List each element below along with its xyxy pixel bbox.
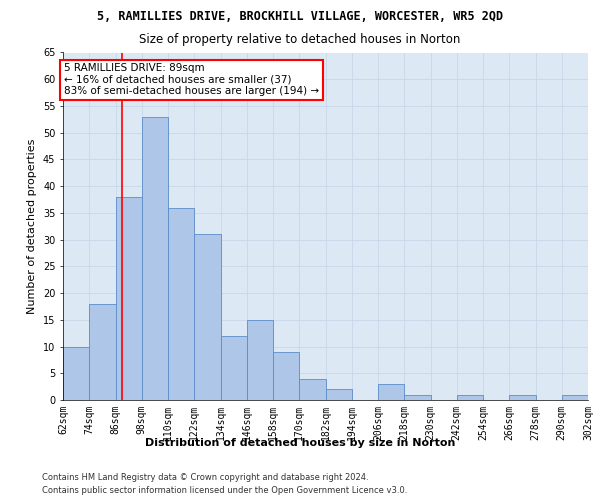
Bar <box>509 394 536 400</box>
Bar <box>404 394 431 400</box>
Bar <box>89 304 116 400</box>
Bar <box>63 346 89 400</box>
Text: Contains public sector information licensed under the Open Government Licence v3: Contains public sector information licen… <box>42 486 407 495</box>
Text: Contains HM Land Registry data © Crown copyright and database right 2024.: Contains HM Land Registry data © Crown c… <box>42 472 368 482</box>
Bar <box>116 197 142 400</box>
Bar <box>378 384 404 400</box>
Bar <box>142 116 168 400</box>
Bar <box>457 394 483 400</box>
Bar <box>168 208 194 400</box>
Bar <box>194 234 221 400</box>
Text: 5 RAMILLIES DRIVE: 89sqm
← 16% of detached houses are smaller (37)
83% of semi-d: 5 RAMILLIES DRIVE: 89sqm ← 16% of detach… <box>64 63 319 96</box>
Bar <box>562 394 588 400</box>
Text: Size of property relative to detached houses in Norton: Size of property relative to detached ho… <box>139 32 461 46</box>
Bar <box>221 336 247 400</box>
Bar <box>273 352 299 400</box>
Bar <box>247 320 273 400</box>
Bar <box>325 390 352 400</box>
Bar <box>299 378 325 400</box>
Text: 5, RAMILLIES DRIVE, BROCKHILL VILLAGE, WORCESTER, WR5 2QD: 5, RAMILLIES DRIVE, BROCKHILL VILLAGE, W… <box>97 10 503 23</box>
Y-axis label: Number of detached properties: Number of detached properties <box>28 138 37 314</box>
Text: Distribution of detached houses by size in Norton: Distribution of detached houses by size … <box>145 438 455 448</box>
